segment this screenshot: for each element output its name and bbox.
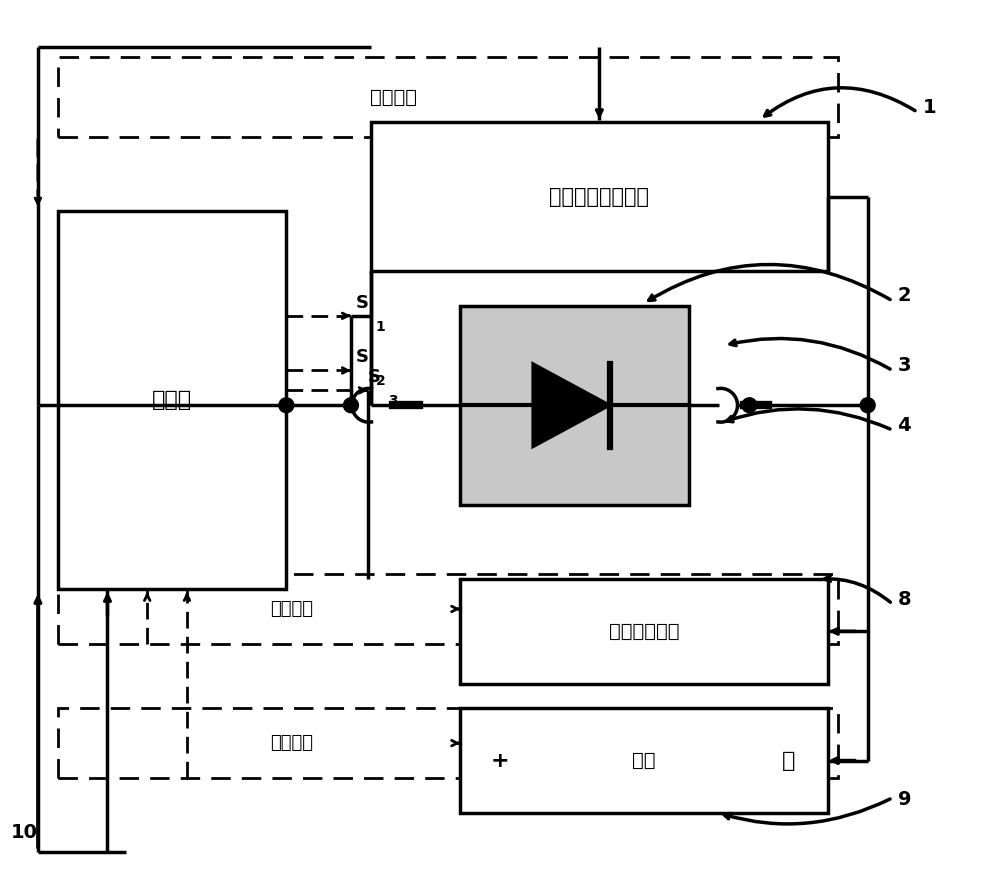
Text: 电源: 电源 — [632, 751, 656, 770]
Bar — [58, 574, 838, 643]
Text: S: S — [356, 294, 369, 311]
Polygon shape — [533, 363, 610, 447]
Text: 结温测试系统: 结温测试系统 — [609, 622, 679, 641]
Text: 2: 2 — [898, 287, 911, 305]
Bar — [58, 58, 838, 137]
Circle shape — [860, 398, 875, 413]
Bar — [460, 708, 828, 813]
Text: 控制回路: 控制回路 — [270, 600, 313, 618]
Text: 9: 9 — [898, 790, 911, 809]
Circle shape — [279, 398, 294, 413]
Text: 3: 3 — [388, 394, 397, 409]
Text: 计算机: 计算机 — [152, 391, 192, 410]
Text: 10: 10 — [11, 823, 38, 842]
Bar — [58, 708, 838, 778]
Text: 8: 8 — [898, 589, 911, 609]
Text: 1: 1 — [376, 320, 386, 334]
Text: 4: 4 — [898, 416, 911, 434]
Text: S: S — [356, 349, 369, 367]
Text: 3: 3 — [898, 356, 911, 375]
Bar — [460, 579, 828, 684]
Circle shape — [742, 398, 757, 413]
Text: －: － — [782, 750, 795, 771]
Bar — [460, 306, 689, 505]
Bar — [371, 122, 828, 271]
Text: 2: 2 — [376, 375, 386, 388]
Bar — [58, 212, 286, 589]
Text: 1: 1 — [922, 98, 936, 117]
Text: 控制回路: 控制回路 — [270, 734, 313, 752]
Text: +: + — [491, 750, 509, 771]
Text: 控制回路: 控制回路 — [370, 88, 417, 107]
Circle shape — [343, 398, 358, 413]
Text: S: S — [368, 368, 381, 386]
Text: 高温特性测试系统: 高温特性测试系统 — [549, 187, 649, 206]
